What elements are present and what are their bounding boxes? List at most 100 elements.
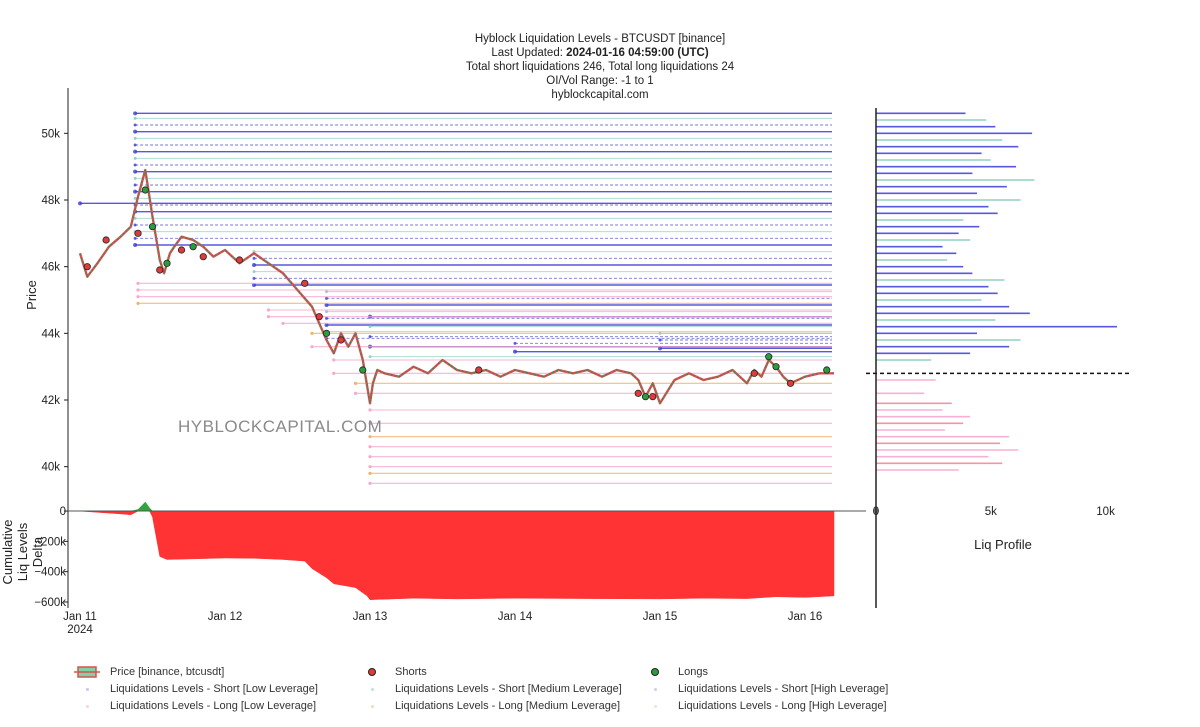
price-y-tick-label: 46k [41,262,60,274]
delta-y-tick-label: 0 [60,506,66,518]
longs-marker [765,353,773,361]
liquidation-totals: Total short liquidations 246, Total long… [465,61,735,73]
short-level-start-dot [252,263,256,267]
short-level-start-dot [133,169,138,174]
short-level-start-dot [252,283,256,287]
legend-label-long-high: Liquidations Levels - Long [High Leverag… [678,700,887,712]
price-y-tick-label: 50k [41,128,60,140]
long-level-start-dot [136,301,140,305]
price-y-tick-label: 44k [41,328,60,340]
x-tick-label: Jan 13 [353,611,388,623]
longs-marker-icon [640,668,670,676]
longs-marker [641,393,650,401]
short-level-start-dot [133,176,137,180]
short-level-start-dot [658,338,662,342]
legend-item-short-low[interactable]: Liquidations Levels - Short [Low Leverag… [72,681,318,697]
short-high-dot-icon [640,687,670,691]
short-low-dot-icon [72,687,102,691]
legend: Price [binance, btcusdt] Shorts Longs Li… [0,662,1200,722]
legend-item-long-high[interactable]: Liquidations Levels - Long [High Leverag… [640,698,887,714]
short-level-start-dot [658,346,662,351]
short-level-start-dot [252,276,256,280]
short-level-start-dot [133,111,138,116]
shorts-marker [199,253,207,261]
shorts-marker [177,246,186,254]
legend-item-long-low[interactable]: Liquidations Levels - Long [Low Leverage… [72,698,316,714]
profile-x-tick-label: 10k [1096,506,1115,518]
long-level-start-dot [368,481,372,485]
last-updated-label: Last Updated: [491,47,567,59]
longs-marker [148,223,157,231]
longs-marker [359,366,367,374]
delta-layer [79,501,835,600]
liq-profile-layer [873,112,1118,514]
price-series-candles [79,169,834,405]
shorts-marker [102,236,110,244]
delta-positive-area [79,501,835,512]
legend-label-long-low: Liquidations Levels - Long [Low Leverage… [110,700,317,712]
x-tick-label: Jan 14 [498,611,533,623]
x-tick-label: Jan 16 [788,611,823,623]
short-level-start-dot [252,270,256,274]
legend-item-short-medium[interactable]: Liquidations Levels - Short [Medium Leve… [357,681,622,697]
shorts-marker-icon [357,668,387,676]
price-y-tick-label: 42k [41,395,60,407]
long-level-start-dot [310,331,314,335]
x-tick-label: Jan 15 [643,611,678,623]
long-level-start-dot [368,455,372,459]
short-level-start-dot [325,316,328,320]
chart-title-block: Hyblock Liquidation Levels - BTCUSDT [bi… [0,32,1200,102]
short-level-start-dot [368,335,372,339]
long-level-start-dot [266,315,271,319]
shorts-marker [83,263,91,271]
short-level-start-dot [513,341,517,345]
delta-axis-title: Cumulative Liq Levels Delta [0,519,45,584]
long-medium-dot-icon [357,704,387,708]
short-level-start-dot [133,189,138,194]
legend-label-long-medium: Liquidations Levels - Long [Medium Lever… [395,700,621,712]
short-level-start-dot [133,163,137,167]
short-level-start-dot [133,183,137,187]
long-level-start-dot [266,308,271,312]
delta-axis-title-line-2: Liq Levels [15,522,30,581]
axis-layer: 40k 42k 44k 46k 48k 50k 0 −200k −400k −600k Jan 11… [34,88,1115,636]
liq-profile-title: Liq Profile [974,537,1032,552]
long-level-start-dot [332,358,336,362]
shorts-marker [156,266,164,274]
delta-negative-area [79,510,835,600]
legend-label-short-low: Liquidations Levels - Short [Low Leverag… [110,683,318,695]
longs-marker [163,259,171,267]
price-y-tick-label: 48k [41,195,60,207]
short-level-start-dot [133,123,137,127]
long-high-dot-icon [640,704,670,708]
legend-label-short-high: Liquidations Levels - Short [High Levera… [678,683,889,695]
price-layer [78,168,834,405]
longs-marker [823,366,831,374]
short-level-start-dot [133,243,138,247]
price-y-tick-label: 40k [41,462,60,474]
legend-item-shorts[interactable]: Shorts [357,664,427,680]
short-level-start-dot [133,156,137,160]
legend-item-long-medium[interactable]: Liquidations Levels - Long [Medium Lever… [357,698,620,714]
x-tick-label-line: 2024 [67,624,93,636]
short-level-start-dot [133,236,137,240]
shorts-marker [301,279,309,287]
legend-label-shorts: Shorts [395,666,427,678]
liquidation-chart: 40k 42k 44k 46k 48k 50k 0 −200k −400k −600k Jan 11… [0,88,1130,636]
legend-label-longs: Longs [678,666,708,678]
x-tick-label-line: Jan 13 [353,611,388,623]
shorts-marker [337,336,345,344]
legend-item-longs[interactable]: Longs [640,664,708,680]
legend-label-short-medium: Liquidations Levels - Short [Medium Leve… [395,683,622,695]
short-level-start-dot [324,303,329,307]
short-level-start-dot [325,296,328,300]
long-level-start-dot [281,321,285,325]
delta-y-tick-label: −200k [34,536,66,548]
shorts-marker [475,366,483,374]
legend-item-short-high[interactable]: Liquidations Levels - Short [High Levera… [640,681,888,697]
short-level-start-dot [133,116,137,120]
long-level-start-dot [368,465,372,469]
delta-axis-title-line-3: Delta [30,536,45,567]
legend-item-price[interactable]: Price [binance, btcusdt] [72,664,224,680]
x-tick-label: Jan 11 2024 [63,611,97,636]
